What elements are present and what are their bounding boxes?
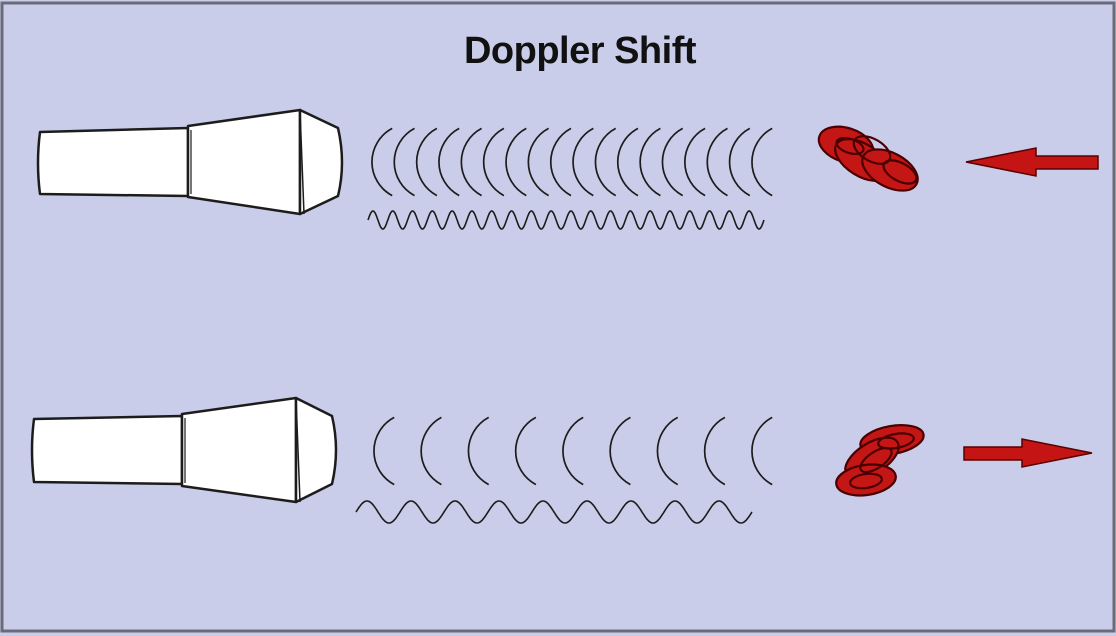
sine-wave-low-frequency xyxy=(355,500,753,524)
wavefront-arc xyxy=(706,127,728,197)
wavefront-arc xyxy=(728,127,751,197)
wavefront-arc xyxy=(467,416,490,486)
wavefront-arc xyxy=(751,416,773,486)
wavefront-arc xyxy=(438,127,460,197)
wavefronts-compressed xyxy=(371,127,773,197)
wavefront-arc xyxy=(420,416,442,486)
wavefront-arc xyxy=(661,127,684,197)
wavefronts-stretched xyxy=(373,416,773,486)
wavefront-arc xyxy=(549,127,572,197)
arrow-left-icon xyxy=(965,147,1099,177)
wavefront-arc xyxy=(460,127,482,197)
wavefront-arc xyxy=(751,127,773,197)
wavefront-arc xyxy=(415,127,438,197)
wavefront-arc xyxy=(482,127,505,197)
wavefront-arc xyxy=(514,416,537,486)
wavefront-arc xyxy=(373,416,395,486)
red-blood-cells-icon xyxy=(835,424,925,497)
wavefront-arc xyxy=(371,127,393,197)
wavefront-arc xyxy=(594,127,617,197)
sine-wave-high-frequency xyxy=(367,210,765,230)
wavefront-arc xyxy=(684,127,706,197)
arrow-right-icon xyxy=(963,438,1093,468)
wavefront-arc xyxy=(527,127,549,197)
wavefront-arc xyxy=(393,127,415,197)
diagram-title: Doppler Shift xyxy=(463,30,697,72)
ultrasound-transducer-icon xyxy=(30,396,338,504)
wavefront-arc xyxy=(703,416,726,486)
wavefront-arc xyxy=(562,416,584,486)
wavefront-arc xyxy=(609,416,631,486)
ultrasound-transducer-icon xyxy=(36,108,344,216)
red-blood-cells-icon xyxy=(817,125,919,192)
wavefront-arc xyxy=(572,127,594,197)
wavefront-arc xyxy=(505,127,527,197)
wavefront-arc xyxy=(639,127,661,197)
wavefront-arc xyxy=(616,127,639,197)
wavefront-arc xyxy=(656,416,679,486)
